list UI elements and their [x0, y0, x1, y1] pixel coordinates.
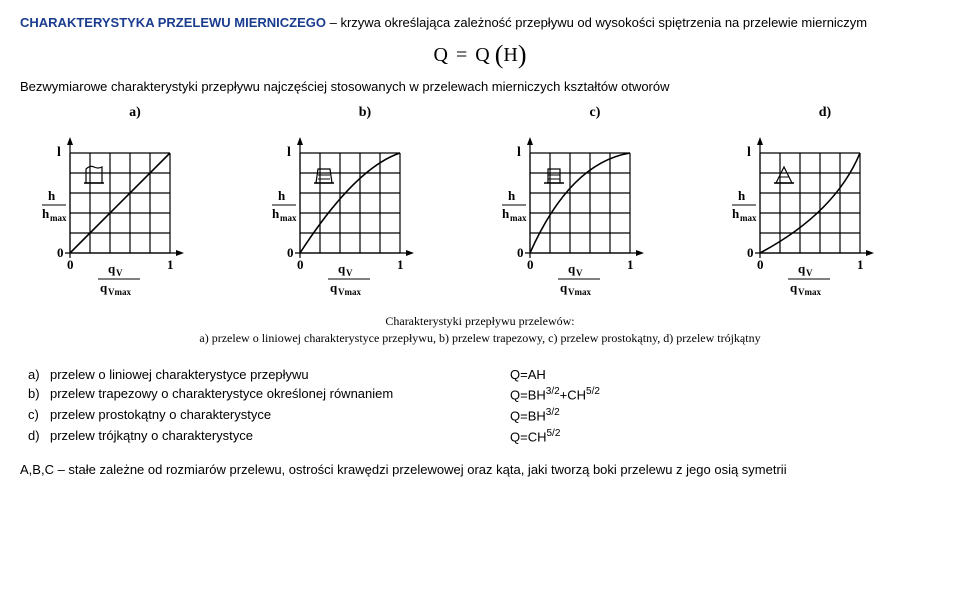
svg-text:0: 0 — [297, 257, 304, 272]
list-item: d) przelew trójkątny o charakterystyce Q… — [28, 426, 940, 447]
svg-text:l: l — [747, 145, 751, 160]
formula-q-right: Q — [475, 44, 489, 66]
svg-text:h: h — [42, 206, 50, 221]
heading-bold: CHARAKTERYSTYKA PRZELEWU MIERNICZEGO — [20, 15, 326, 30]
svg-text:V: V — [116, 268, 123, 278]
svg-text:V: V — [346, 268, 353, 278]
list-text: przelew o liniowej charakterystyce przep… — [50, 365, 510, 385]
svg-text:1: 1 — [397, 257, 404, 272]
svg-text:h: h — [272, 206, 280, 221]
caption-line1: Charakterystyki przepływu przelewów: — [385, 314, 574, 328]
svg-text:V: V — [806, 268, 813, 278]
list-item: b) przelew trapezowy o charakterystyce o… — [28, 384, 940, 405]
svg-text:0: 0 — [527, 257, 534, 272]
svg-text:q: q — [330, 280, 338, 295]
svg-text:h: h — [502, 206, 510, 221]
definitions-list: a) przelew o liniowej charakterystyce pr… — [28, 365, 940, 447]
list-equation: Q=AH — [510, 365, 546, 385]
caption-line2: a) przelew o liniowej charakterystyce pr… — [199, 331, 760, 345]
list-item: c) przelew prostokątny o charakterystyce… — [28, 405, 940, 426]
list-equation: Q=BH3/2 — [510, 405, 560, 426]
formula-h: H — [503, 44, 517, 66]
formula-paren: ( — [495, 40, 504, 69]
svg-text:V: V — [576, 268, 583, 278]
svg-text:l: l — [287, 145, 291, 160]
formula-equals: = — [456, 44, 467, 66]
weir-rect — [544, 169, 564, 183]
list-letter: a) — [28, 365, 50, 385]
svg-text:Vmax: Vmax — [338, 287, 361, 297]
list-letter: c) — [28, 405, 50, 426]
weir-linear — [84, 166, 104, 183]
svg-text:max: max — [740, 213, 757, 223]
list-equation: Q=BH3/2+CH5/2 — [510, 384, 600, 405]
svg-text:max: max — [50, 213, 67, 223]
svg-text:Vmax: Vmax — [568, 287, 591, 297]
svg-text:0: 0 — [57, 245, 64, 260]
svg-text:l: l — [517, 145, 521, 160]
svg-text:h: h — [738, 188, 746, 203]
svg-text:q: q — [338, 261, 346, 276]
svg-text:Vmax: Vmax — [798, 287, 821, 297]
chart-svg: l h h max 0 0 q V q Vmax 1 — [500, 123, 690, 303]
svg-text:0: 0 — [757, 257, 764, 272]
chart-label: b) — [270, 105, 460, 121]
list-item: a) przelew o liniowej charakterystyce pr… — [28, 365, 940, 385]
weir-triangle — [774, 167, 794, 183]
svg-text:0: 0 — [287, 245, 294, 260]
svg-text:1: 1 — [857, 257, 864, 272]
svg-text:q: q — [568, 261, 576, 276]
svg-text:0: 0 — [747, 245, 754, 260]
formula-paren-close: ) — [518, 40, 527, 69]
formula: Q = Q (H) — [20, 38, 940, 68]
svg-text:1: 1 — [627, 257, 634, 272]
list-equation: Q=CH5/2 — [510, 426, 560, 447]
sub-description: Bezwymiarowe charakterystyki przepływu n… — [20, 78, 940, 96]
weir-trapezoid — [314, 169, 334, 183]
chart-cell: c) l h h max 0 0 q V q Vmax 1 — [500, 105, 690, 303]
chart-svg: l h h max 0 0 q V q Vmax 1 — [40, 123, 230, 303]
chart-label: c) — [500, 105, 690, 121]
svg-text:h: h — [48, 188, 56, 203]
heading-paragraph: CHARAKTERYSTYKA PRZELEWU MIERNICZEGO – k… — [20, 14, 940, 32]
svg-text:q: q — [560, 280, 568, 295]
svg-text:Vmax: Vmax — [108, 287, 131, 297]
list-text: przelew prostokątny o charakterystyce — [50, 405, 510, 426]
chart-cell: d) l h h max 0 0 q V q Vmax 1 — [730, 105, 920, 303]
svg-text:max: max — [510, 213, 527, 223]
formula-q-left: Q — [434, 44, 448, 66]
svg-text:q: q — [108, 261, 116, 276]
chart-label: d) — [730, 105, 920, 121]
svg-text:q: q — [798, 261, 806, 276]
chart-cell: a) l h h max 0 0 q V q Vmax 1 — [40, 105, 230, 303]
footnote: A,B,C – stałe zależne od rozmiarów przel… — [20, 461, 940, 479]
svg-text:q: q — [790, 280, 798, 295]
list-letter: d) — [28, 426, 50, 447]
list-letter: b) — [28, 384, 50, 405]
list-text: przelew trapezowy o charakterystyce okre… — [50, 384, 510, 405]
svg-text:1: 1 — [167, 257, 174, 272]
svg-text:h: h — [508, 188, 516, 203]
svg-text:0: 0 — [67, 257, 74, 272]
charts-caption: Charakterystyki przepływu przelewów: a) … — [20, 313, 940, 347]
svg-text:0: 0 — [517, 245, 524, 260]
svg-text:q: q — [100, 280, 108, 295]
svg-text:l: l — [57, 145, 61, 160]
chart-svg: l h h max 0 0 q V q Vmax 1 — [730, 123, 920, 303]
chart-svg: l h h max 0 0 q V q Vmax 1 — [270, 123, 460, 303]
list-text: przelew trójkątny o charakterystyce — [50, 426, 510, 447]
heading-rest: – krzywa określająca zależność przepływu… — [326, 15, 867, 30]
svg-text:h: h — [732, 206, 740, 221]
svg-text:max: max — [280, 213, 297, 223]
chart-label: a) — [40, 105, 230, 121]
svg-text:h: h — [278, 188, 286, 203]
chart-cell: b) l h h max 0 0 q V q Vmax 1 — [270, 105, 460, 303]
charts-row: a) l h h max 0 0 q V q Vmax 1 b) l h h m… — [20, 105, 940, 303]
